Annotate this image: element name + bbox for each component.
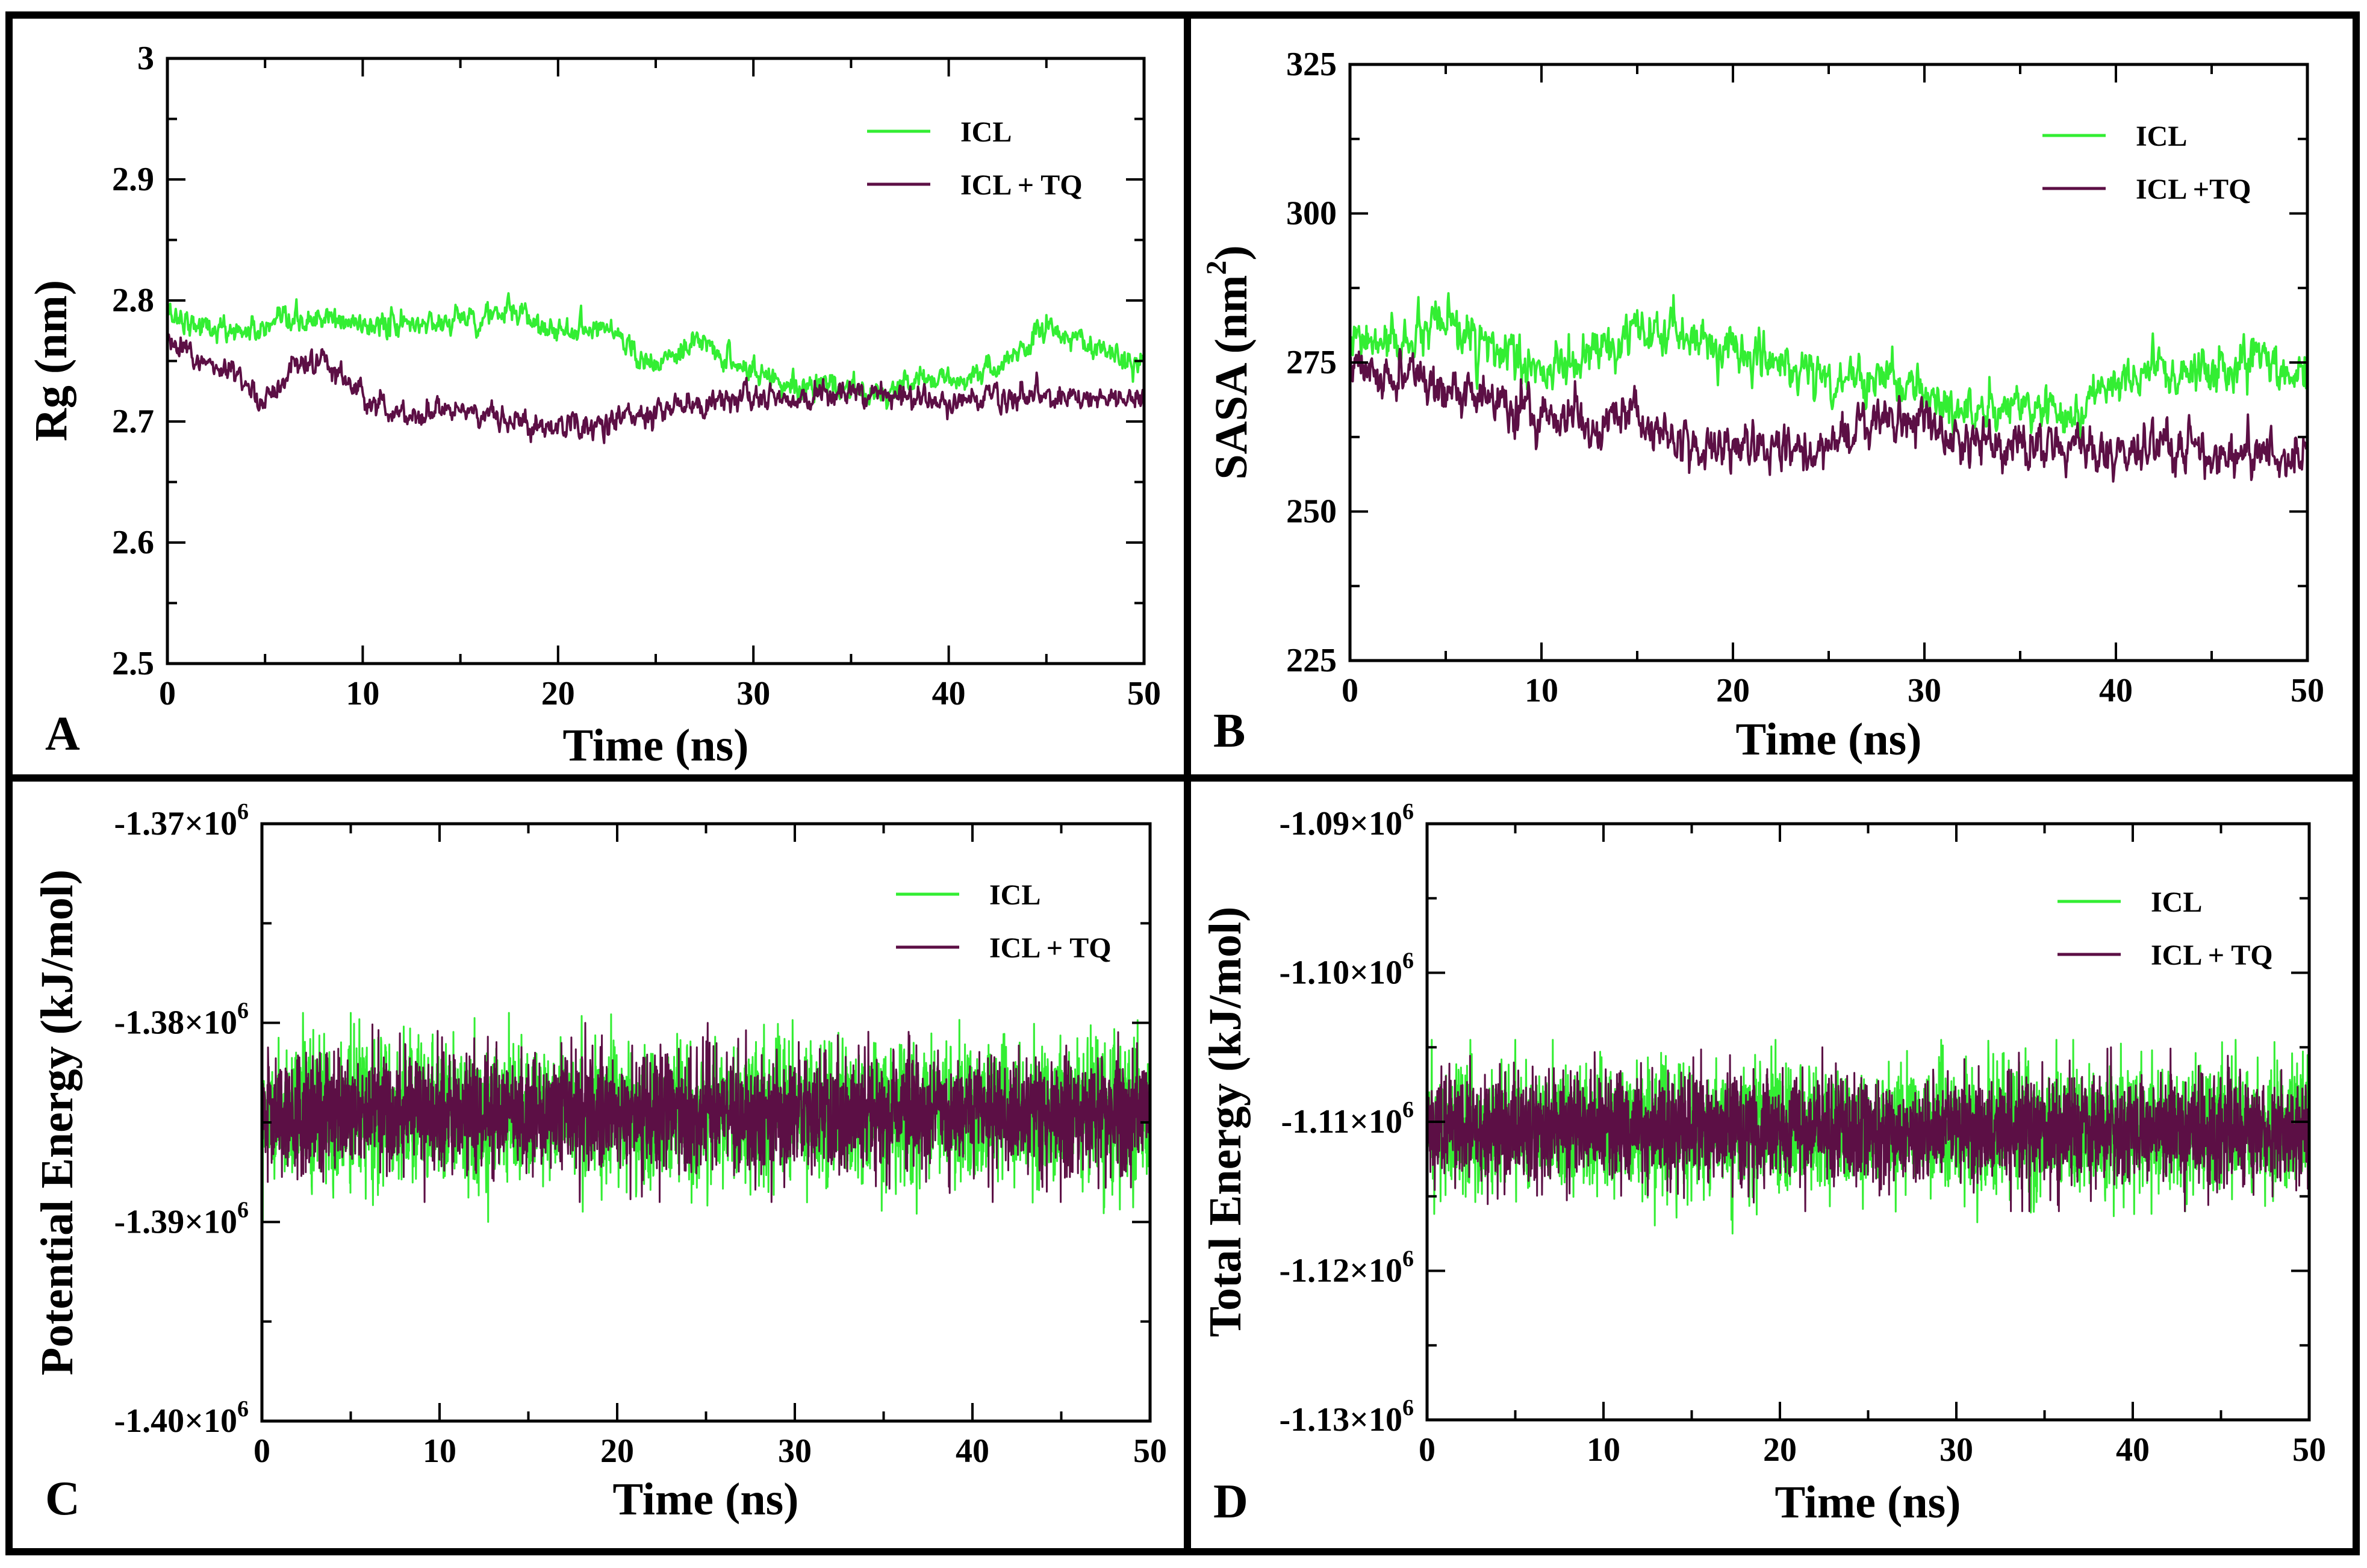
x-tick-label: 50	[2292, 1431, 2326, 1469]
y-tick-label: 2.5	[112, 645, 154, 682]
x-tick-label: 0	[159, 675, 176, 712]
series-line-icl-tq	[1427, 1046, 2309, 1212]
x-tick-label: 20	[541, 675, 575, 712]
series-line-icl-tq	[1350, 347, 2307, 483]
series-group	[1427, 1039, 2309, 1235]
legend-label: ICL	[989, 879, 1040, 911]
series-line-icl-tq	[167, 333, 1144, 444]
legend-label: ICL + TQ	[2151, 939, 2273, 971]
y-axis-title: Rg (nm)	[26, 280, 76, 441]
panel-letter: C	[45, 1472, 80, 1525]
x-tick-label: 0	[253, 1433, 270, 1470]
series-line-icl-tq	[262, 1022, 1150, 1203]
y-tick-label: -1.13×106	[1279, 1395, 1414, 1439]
legend-label: ICL	[2136, 120, 2187, 152]
y-axis-title: SASA (nm2)	[1201, 245, 1257, 479]
x-tick-label: 30	[778, 1433, 812, 1470]
y-tick-label: 300	[1286, 195, 1337, 232]
x-tick-label: 50	[1133, 1433, 1167, 1470]
legend-label: ICL + TQ	[989, 932, 1112, 964]
x-tick-label: 50	[2291, 672, 2324, 709]
legend: ICL ICL + TQ	[867, 116, 1083, 201]
legend: ICL ICL +TQ	[2042, 120, 2251, 205]
figure-outer-border	[5, 11, 2360, 1555]
x-tick-label: 40	[2116, 1431, 2150, 1469]
chart-panel-c: 0 10 20 30 40 50 -1.40×106 -1.39×106 -1.38×106 -1…	[32, 799, 1167, 1525]
y-tick-label: 2.7	[112, 403, 154, 440]
y-tick-label: -1.10×106	[1279, 948, 1414, 992]
x-tick-label: 30	[1939, 1431, 1973, 1469]
legend-label: ICL +TQ	[2136, 173, 2251, 205]
x-tick-label: 0	[1419, 1431, 1435, 1469]
x-tick-label: 10	[1525, 672, 1558, 709]
series-group	[167, 292, 1144, 444]
x-tick-label: 40	[932, 675, 966, 712]
panel-letter: D	[1213, 1475, 1248, 1528]
y-tick-label: -1.38×106	[114, 998, 249, 1042]
x-axis-title: Time (ns)	[1736, 714, 1922, 765]
x-tick-label: 20	[600, 1433, 634, 1470]
x-tick-label: 20	[1763, 1431, 1797, 1469]
legend-label: ICL	[2151, 886, 2202, 918]
y-tick-label: -1.37×106	[114, 799, 249, 842]
x-tick-label: 10	[346, 675, 379, 712]
series-line-icl	[167, 292, 1144, 410]
panels: 0 10 20 30 40 50 2.5 2.6 2.7 2.8 2.9 3 Time (ns) Rg (…	[26, 40, 2326, 1528]
y-tick-label: 3	[137, 40, 154, 77]
y-tick-label: -1.11×106	[1281, 1097, 1414, 1140]
x-tick-label: 10	[1587, 1431, 1620, 1469]
x-axis-title: Time (ns)	[563, 720, 749, 771]
panel-letter: A	[45, 708, 80, 761]
y-tick-label: -1.12×106	[1279, 1246, 1414, 1290]
y-tick-label: 250	[1286, 493, 1337, 530]
chart-panel-a: 0 10 20 30 40 50 2.5 2.6 2.7 2.8 2.9 3 Time (ns) Rg (…	[26, 40, 1161, 771]
legend: ICL ICL + TQ	[2058, 886, 2273, 971]
series-group	[1350, 292, 2307, 483]
legend-label: ICL + TQ	[960, 169, 1083, 201]
y-tick-label: 275	[1286, 344, 1337, 381]
x-axis-title: Time (ns)	[1775, 1477, 1961, 1528]
y-tick-label: 2.8	[112, 282, 154, 319]
y-tick-label: 2.6	[112, 524, 154, 561]
x-tick-label: 10	[423, 1433, 456, 1470]
y-axis-title: Potential Energy (kJ/mol)	[32, 870, 82, 1375]
x-tick-label: 40	[2099, 672, 2133, 709]
series-group	[262, 1012, 1150, 1223]
y-tick-label: -1.39×106	[114, 1197, 249, 1240]
x-tick-label: 40	[956, 1433, 989, 1470]
y-tick-label: 325	[1286, 46, 1337, 83]
legend-label: ICL	[960, 116, 1012, 148]
series-line-icl	[1350, 292, 2307, 440]
x-tick-label: 30	[736, 675, 770, 712]
x-tick-label: 50	[1127, 675, 1161, 712]
y-tick-label: -1.40×106	[114, 1396, 249, 1440]
chart-panel-d: 0 10 20 30 40 50 -1.13×106 -1.12×106 -1.11×106 -1…	[1200, 799, 2326, 1528]
panel-letter: B	[1213, 705, 1245, 758]
y-tick-label: 2.9	[112, 161, 154, 198]
x-tick-label: 0	[1342, 672, 1358, 709]
legend: ICL ICL + TQ	[896, 879, 1112, 964]
x-tick-label: 20	[1716, 672, 1750, 709]
y-tick-label: 225	[1286, 642, 1337, 679]
y-tick-label: -1.09×106	[1279, 799, 1414, 842]
chart-panel-b: 0 10 20 30 40 50 225 250 275 300 325 Time (ns) SASA …	[1201, 46, 2324, 765]
y-axis-title: Total Energy (kJ/mol)	[1200, 907, 1251, 1337]
x-axis-title: Time (ns)	[613, 1474, 799, 1525]
x-tick-label: 30	[1908, 672, 1941, 709]
